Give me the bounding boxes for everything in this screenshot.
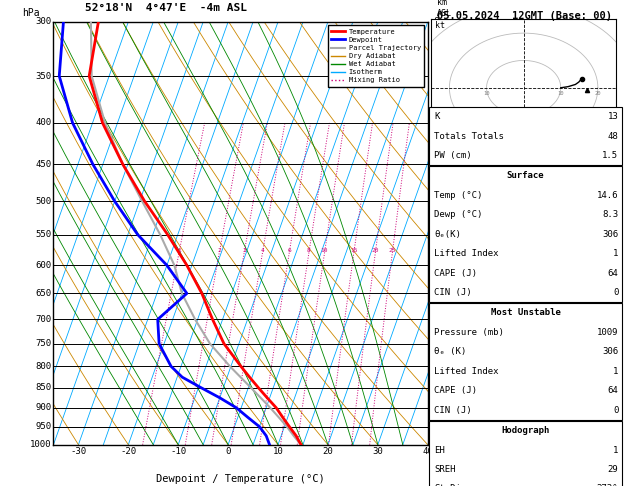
Text: 300: 300 (35, 17, 52, 26)
Text: 450: 450 (35, 160, 52, 169)
Text: CIN (J): CIN (J) (434, 406, 472, 415)
Text: 30: 30 (372, 447, 383, 456)
Text: 350: 350 (35, 71, 52, 81)
Text: 950: 950 (35, 422, 52, 431)
Text: 40: 40 (422, 447, 433, 456)
Text: -5: -5 (430, 197, 440, 206)
Text: 306: 306 (602, 230, 618, 239)
Text: Mixing Ratio (g/kg): Mixing Ratio (g/kg) (472, 182, 481, 284)
Text: 900: 900 (35, 403, 52, 412)
Text: 0: 0 (225, 447, 231, 456)
Text: -7: -7 (430, 119, 440, 127)
Text: 8: 8 (307, 248, 311, 253)
Text: 700: 700 (35, 315, 52, 324)
Text: CAPE (J): CAPE (J) (434, 386, 477, 395)
Text: 05.05.2024  12GMT (Base: 00): 05.05.2024 12GMT (Base: 00) (437, 11, 612, 21)
Text: 800: 800 (35, 362, 52, 371)
Text: -3: -3 (430, 315, 440, 324)
Text: 2: 2 (217, 248, 221, 253)
Text: Lifted Index: Lifted Index (434, 367, 499, 376)
Text: 500: 500 (35, 197, 52, 206)
Text: 8.3: 8.3 (602, 210, 618, 219)
Text: 1: 1 (613, 367, 618, 376)
Text: hPa: hPa (22, 8, 40, 17)
Text: -1: -1 (430, 403, 440, 412)
Text: 1009: 1009 (597, 328, 618, 337)
Text: 600: 600 (35, 261, 52, 270)
Text: 1: 1 (177, 248, 181, 253)
Text: 650: 650 (35, 289, 52, 298)
Text: 550: 550 (35, 230, 52, 239)
Text: 1.5: 1.5 (602, 151, 618, 160)
Text: 25: 25 (389, 248, 396, 253)
Text: 850: 850 (35, 383, 52, 392)
Text: 10: 10 (557, 90, 564, 96)
Text: Totals Totals: Totals Totals (434, 132, 504, 140)
Text: StmDir: StmDir (434, 485, 466, 486)
Text: 29: 29 (608, 465, 618, 474)
Text: -9: -9 (430, 17, 440, 26)
Text: Dewp (°C): Dewp (°C) (434, 210, 482, 219)
Text: 400: 400 (35, 119, 52, 127)
Text: θₑ (K): θₑ (K) (434, 347, 466, 356)
Text: 10: 10 (321, 248, 328, 253)
Text: θₑ(K): θₑ(K) (434, 230, 461, 239)
Text: -6: -6 (430, 160, 440, 169)
Text: -10: -10 (170, 447, 186, 456)
Text: 1: 1 (613, 249, 618, 258)
Text: 15: 15 (350, 248, 357, 253)
Text: 0: 0 (613, 288, 618, 297)
Text: 1: 1 (613, 446, 618, 454)
Text: -4: -4 (430, 261, 440, 270)
Text: 3: 3 (242, 248, 246, 253)
Legend: Temperature, Dewpoint, Parcel Trajectory, Dry Adiabat, Wet Adiabat, Isotherm, Mi: Temperature, Dewpoint, Parcel Trajectory… (328, 25, 424, 87)
Text: PW (cm): PW (cm) (434, 151, 472, 160)
Text: Dewpoint / Temperature (°C): Dewpoint / Temperature (°C) (156, 474, 325, 484)
Text: -LCL: -LCL (430, 423, 450, 432)
Text: 64: 64 (608, 269, 618, 278)
Text: 13: 13 (608, 112, 618, 121)
Text: © weatheronline.co.uk: © weatheronline.co.uk (477, 473, 574, 482)
Text: kt: kt (435, 20, 445, 30)
Text: -30: -30 (70, 447, 86, 456)
Text: 750: 750 (35, 339, 52, 348)
Text: 20: 20 (594, 90, 601, 96)
Text: K: K (434, 112, 440, 121)
Text: 273°: 273° (597, 485, 618, 486)
Text: CIN (J): CIN (J) (434, 288, 472, 297)
Text: Pressure (mb): Pressure (mb) (434, 328, 504, 337)
Text: 14.6: 14.6 (597, 191, 618, 200)
Text: CAPE (J): CAPE (J) (434, 269, 477, 278)
Text: 64: 64 (608, 386, 618, 395)
Text: Most Unstable: Most Unstable (491, 309, 560, 317)
Text: SREH: SREH (434, 465, 455, 474)
Text: -20: -20 (120, 447, 136, 456)
Text: 1000: 1000 (30, 440, 52, 449)
Text: km
ASL: km ASL (437, 0, 452, 17)
Text: 4: 4 (260, 248, 264, 253)
Text: -2: -2 (430, 362, 440, 371)
Text: 10: 10 (272, 447, 284, 456)
Text: 6: 6 (287, 248, 291, 253)
Text: Temp (°C): Temp (°C) (434, 191, 482, 200)
Text: 20: 20 (323, 447, 333, 456)
Text: -8: -8 (430, 71, 440, 81)
Text: Surface: Surface (507, 172, 544, 180)
Text: 20: 20 (372, 248, 379, 253)
Text: 10: 10 (483, 90, 490, 96)
Text: Lifted Index: Lifted Index (434, 249, 499, 258)
Text: EH: EH (434, 446, 445, 454)
Text: 0: 0 (613, 406, 618, 415)
Text: 52°18'N  4°47'E  -4m ASL: 52°18'N 4°47'E -4m ASL (85, 3, 247, 14)
Text: 306: 306 (602, 347, 618, 356)
Text: Hodograph: Hodograph (501, 426, 550, 435)
Text: 48: 48 (608, 132, 618, 140)
